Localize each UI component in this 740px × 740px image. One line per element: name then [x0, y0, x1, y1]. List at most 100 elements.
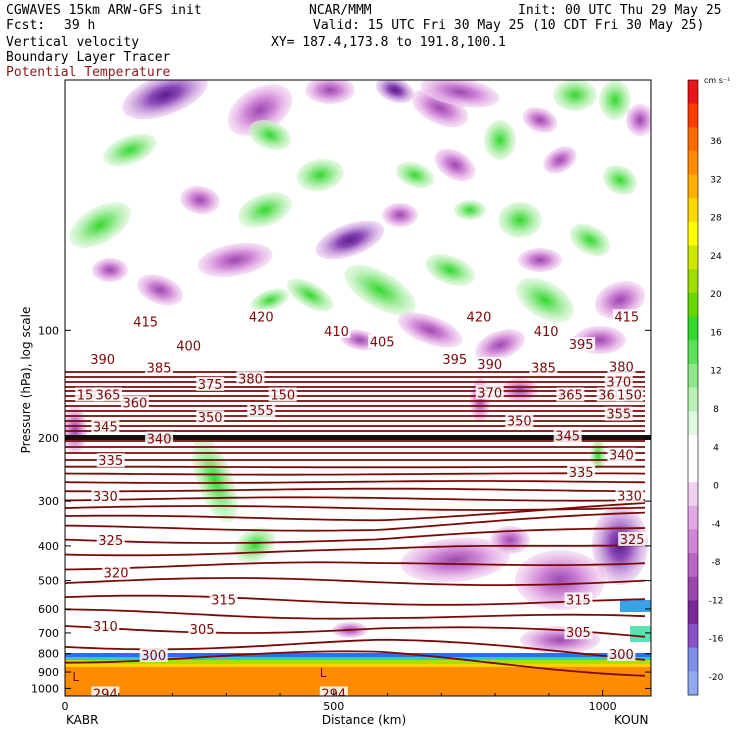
low-marker: L: [72, 670, 79, 684]
theta-label-bg: [564, 625, 593, 640]
theta-label-bg: [475, 385, 504, 400]
w-blob: [599, 80, 631, 120]
w-blob: [65, 406, 87, 454]
theta-label: 150: [270, 388, 295, 403]
colorbar-swatch: [688, 127, 698, 152]
w-blob: [490, 526, 530, 554]
theta-label-bg: [604, 374, 633, 389]
theta-label: 395: [442, 353, 467, 368]
theta-label-bg: [464, 309, 493, 324]
w-blob: [315, 220, 385, 260]
theta-label: 390: [477, 358, 502, 373]
w-blob: [454, 200, 486, 220]
theta-label-bg: [553, 428, 582, 443]
y-axis-title: Pressure (hPa), log scale: [19, 307, 33, 454]
theta-label: 340: [609, 449, 634, 464]
theta-label-bg: [196, 410, 225, 425]
colorbar-label: 24: [710, 252, 722, 262]
theta-label-bg: [564, 592, 593, 607]
theta-label: 390: [90, 353, 115, 368]
colorbar-swatch: [688, 647, 698, 672]
theta-label-bg: [556, 387, 585, 402]
w-blob: [630, 626, 651, 642]
colorbar-swatch: [688, 671, 698, 696]
theta-label: 400: [176, 340, 201, 355]
w-blob: [375, 80, 415, 104]
potential-temperature-contours: [65, 371, 651, 677]
theta-label: 380: [609, 360, 634, 375]
colorbar-unit: cm s⁻¹: [704, 76, 730, 85]
theta-label-bg: [475, 357, 504, 372]
theta-label: 150: [617, 388, 642, 403]
theta-contour: [65, 496, 646, 502]
theta-label-bg: [440, 351, 469, 366]
theta-label-bg: [145, 360, 174, 375]
w-blob: [518, 248, 562, 272]
theta-contour: [65, 544, 646, 557]
theta-label: 335: [569, 466, 594, 481]
theta-label: 320: [665, 568, 690, 583]
pressure-axis: 100 200 300 400 500 600 700 800 900 1000: [31, 324, 651, 695]
w-blob: [569, 223, 611, 257]
valid-time: Valid: 15 UTC Fri 30 May 25 (10 CDT Fri …: [313, 18, 705, 33]
theta-label: 410: [324, 325, 349, 340]
colorbar-label: 16: [710, 328, 722, 338]
theta-label-bg: [102, 565, 131, 580]
colorbar-swatch: [688, 269, 698, 294]
theta-label: 365: [558, 388, 583, 403]
colorbar-swatch: [688, 458, 698, 483]
theta-label-bg: [91, 419, 120, 434]
colorbar-label: 36: [710, 137, 722, 147]
colorbar-swatch: [688, 174, 698, 199]
field-potential-temperature: Potential Temperature: [6, 65, 171, 80]
y-tick-label: 900: [38, 666, 59, 679]
theta-label: 415: [614, 310, 639, 325]
theta-label-bg: [322, 323, 351, 338]
w-blob: [382, 203, 418, 227]
low-marker: L: [320, 666, 327, 680]
theta-label: 305: [190, 623, 215, 638]
colorbar-swatch: [688, 600, 698, 625]
theta-label: 320: [104, 567, 129, 582]
theta-label-bg: [247, 402, 276, 417]
theta-label: 340: [147, 433, 172, 448]
theta-label-bg: [612, 309, 641, 324]
w-blob: [197, 242, 273, 278]
colorbar-swatch: [688, 363, 698, 388]
forecast-label: Fcst:: [6, 18, 46, 33]
tracer-band: [65, 653, 651, 659]
w-blob: [192, 437, 238, 523]
theta-label-bg: [91, 618, 120, 633]
theta-label: 420: [249, 310, 274, 325]
theta-label-bg: [607, 646, 636, 661]
theta-contour: [65, 608, 646, 620]
tracer-band: [65, 667, 651, 696]
w-blob: [602, 164, 638, 196]
w-blob: [180, 185, 220, 215]
theta-label: 355: [606, 408, 631, 423]
theta-label-bg: [567, 464, 596, 479]
end-station: KOUN: [614, 713, 648, 727]
theta-label-bg: [120, 395, 149, 410]
w-blob: [498, 202, 542, 238]
colorbar-label: 20: [710, 290, 722, 300]
colorbar: 36 32 28 24 20 16 12 8 4 0 -4 -8 -12 -16 -20: [687, 79, 724, 696]
theta-contour: [65, 480, 646, 484]
start-station: KABR: [66, 713, 98, 727]
theta-label: 355: [249, 404, 274, 419]
theta-label: 294: [93, 688, 118, 703]
theta-label-bg: [174, 338, 203, 353]
w-blob: [626, 104, 651, 136]
boundary-layer-shading: [65, 653, 651, 696]
theta-label-bg: [209, 592, 238, 607]
colorbar-frame: [687, 79, 699, 696]
theta-label-bg: [188, 622, 217, 637]
theta-label-bg: [268, 387, 297, 402]
theta-label: 375: [198, 378, 223, 393]
theta-label: 385: [147, 362, 172, 377]
theta-label: 370: [606, 376, 631, 391]
theta-contour: [65, 625, 646, 638]
theta-label-bg: [139, 648, 168, 663]
colorbar-label: 12: [710, 367, 721, 377]
